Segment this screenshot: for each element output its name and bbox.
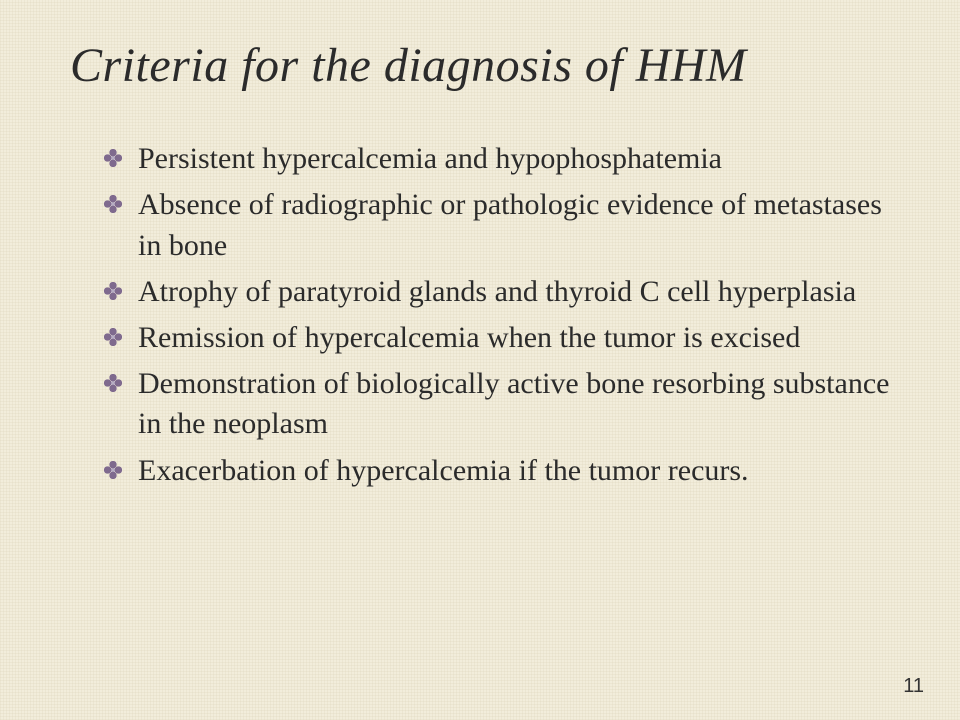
bullet-list: Persistent hypercalcemia and hypophospha… [70,139,890,491]
slide: Criteria for the diagnosis of HHM Persis… [0,0,960,720]
list-item: Persistent hypercalcemia and hypophospha… [104,139,890,179]
bullet-text: Persistent hypercalcemia and hypophospha… [138,142,722,175]
list-item: Absence of radiographic or pathologic ev… [104,185,890,265]
bullet-text: Demonstration of biologically active bon… [138,367,889,440]
bullet-text: Absence of radiographic or pathologic ev… [138,188,882,261]
bullet-text: Remission of hypercalcemia when the tumo… [138,321,800,354]
page-number: 11 [903,675,924,698]
list-item: Remission of hypercalcemia when the tumo… [104,318,890,358]
bullet-text: Atrophy of paratyroid glands and thyroid… [138,275,856,308]
list-item: Atrophy of paratyroid glands and thyroid… [104,272,890,312]
bullet-text: Exacerbation of hypercalcemia if the tum… [138,454,749,487]
list-item: Exacerbation of hypercalcemia if the tum… [104,451,890,491]
slide-title: Criteria for the diagnosis of HHM [70,38,890,93]
list-item: Demonstration of biologically active bon… [104,364,890,444]
